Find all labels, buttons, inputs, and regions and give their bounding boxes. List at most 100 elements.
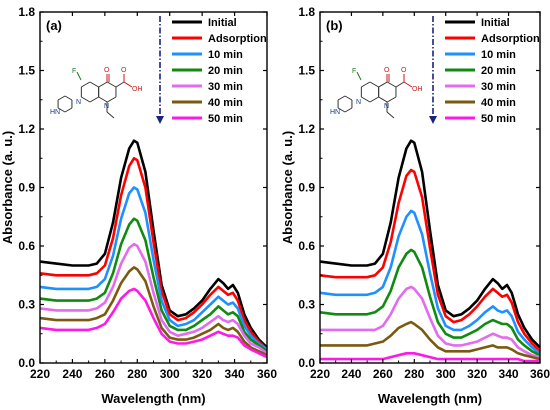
bond — [403, 81, 413, 88]
trend-arrow-head — [429, 116, 437, 124]
y-tick-label: 0.3 — [298, 298, 315, 312]
atom-label: HN — [330, 109, 340, 116]
legend-label: 20 min — [481, 65, 516, 77]
legend-label: 30 min — [481, 81, 516, 93]
atom-label: N — [356, 99, 361, 106]
y-axis-title: Absorbance (a. u.) — [280, 131, 295, 244]
atom-label: O — [104, 67, 110, 74]
bond — [123, 81, 133, 88]
legend-label: Adsorption — [208, 33, 267, 45]
y-tick-label: 0.0 — [18, 356, 35, 370]
x-axis-title: Wavelength (nm) — [101, 391, 205, 406]
bond — [344, 107, 353, 113]
x-tick-label: 320 — [467, 367, 487, 381]
y-tick-label: 0.9 — [298, 181, 315, 195]
bond — [361, 96, 371, 103]
legend-label: Initial — [208, 17, 237, 29]
bond — [81, 81, 91, 88]
bond — [107, 81, 117, 88]
y-tick-label: 1.8 — [298, 5, 315, 19]
atom-label: HN — [50, 109, 60, 116]
legend: Initial Adsorption 10 min 20 min 30 min 40 mi… — [445, 17, 540, 125]
series-line-30-min — [320, 285, 541, 359]
bond — [89, 96, 99, 103]
x-tick-label: 300 — [160, 367, 180, 381]
series-line-10-min — [39, 186, 268, 351]
x-tick-label: 320 — [192, 367, 212, 381]
series-group — [319, 139, 541, 363]
panel-b: 220 240 260 280 300 320 340 360 0.0 0.3 0.6 0.9 1.2 1… — [280, 5, 550, 406]
series-line-20-min — [39, 217, 268, 353]
panel-label: (a) — [46, 18, 62, 33]
x-tick-label: 260 — [95, 367, 115, 381]
bond — [64, 95, 73, 101]
y-tick-label: 0.9 — [18, 181, 35, 195]
bond — [89, 81, 99, 88]
series-line-10-min — [319, 209, 541, 355]
bond — [378, 81, 388, 88]
series-line-initial — [319, 139, 541, 349]
x-tick-label: 360 — [257, 367, 277, 381]
bond — [395, 81, 405, 88]
atom-label: O — [121, 67, 127, 74]
bond — [106, 111, 115, 119]
atom-label: N — [384, 103, 389, 110]
legend-label: 40 min — [481, 97, 516, 109]
x-axis-title: Wavelength (nm) — [378, 391, 482, 406]
x-tick-label: 280 — [404, 367, 424, 381]
legend-label: 10 min — [208, 49, 243, 61]
bond — [57, 107, 66, 113]
panel-a: 220 240 260 280 300 320 340 360 0.0 0.3 0.6 0.9 1.2 1… — [0, 5, 277, 406]
y-tick-label: 0.3 — [18, 298, 35, 312]
molecule-structure: F O O OH N N HN — [50, 67, 143, 119]
atom-label: OH — [412, 86, 423, 93]
bond — [369, 96, 379, 103]
x-tick-label: 280 — [127, 367, 147, 381]
bond — [98, 96, 108, 103]
bond — [115, 81, 125, 88]
bond — [387, 81, 397, 88]
series-group — [39, 139, 268, 359]
legend-label: 50 min — [208, 113, 243, 125]
atom-label: N — [104, 103, 109, 110]
series-line-20-min — [319, 248, 541, 357]
series-line-50-min — [39, 287, 268, 359]
legend-label: 50 min — [481, 113, 516, 125]
legend-label: 40 min — [208, 97, 243, 109]
y-tick-label: 1.8 — [18, 5, 35, 19]
x-tick-label: 340 — [225, 367, 245, 381]
series-line-adsorption — [39, 157, 268, 351]
panel-label: (b) — [326, 18, 343, 33]
molecule-structure: F O O OH N N HN — [330, 67, 423, 119]
y-tick-label: 1.5 — [298, 64, 315, 78]
legend-label: 20 min — [208, 65, 243, 77]
x-tick-label: 220 — [310, 367, 330, 381]
y-tick-label: 1.2 — [298, 122, 315, 136]
bond — [356, 71, 362, 81]
atom-label: F — [72, 68, 76, 75]
atom-label: F — [352, 68, 356, 75]
y-tick-label: 0.6 — [18, 239, 35, 253]
y-tick-label: 0.6 — [298, 239, 315, 253]
bond — [76, 71, 82, 81]
x-tick-label: 340 — [499, 367, 519, 381]
series-line-adsorption — [319, 168, 541, 353]
bond — [64, 107, 73, 113]
bond — [369, 81, 379, 88]
x-tick-label: 220 — [30, 367, 50, 381]
bond — [387, 96, 397, 103]
atom-label: OH — [132, 86, 143, 93]
legend-label: 10 min — [481, 49, 516, 61]
bond — [337, 95, 346, 101]
bond — [344, 95, 353, 101]
y-axis-title: Absorbance (a. u.) — [0, 131, 15, 244]
x-tick-label: 240 — [341, 367, 361, 381]
x-tick-label: 240 — [62, 367, 82, 381]
atom-label: N — [76, 99, 81, 106]
legend: Initial Adsorption 10 min 20 min 30 min 40 mi… — [172, 17, 267, 125]
series-line-50-min — [320, 352, 540, 363]
bond — [378, 96, 388, 103]
legend-label: Initial — [481, 17, 510, 29]
bond — [81, 96, 91, 103]
